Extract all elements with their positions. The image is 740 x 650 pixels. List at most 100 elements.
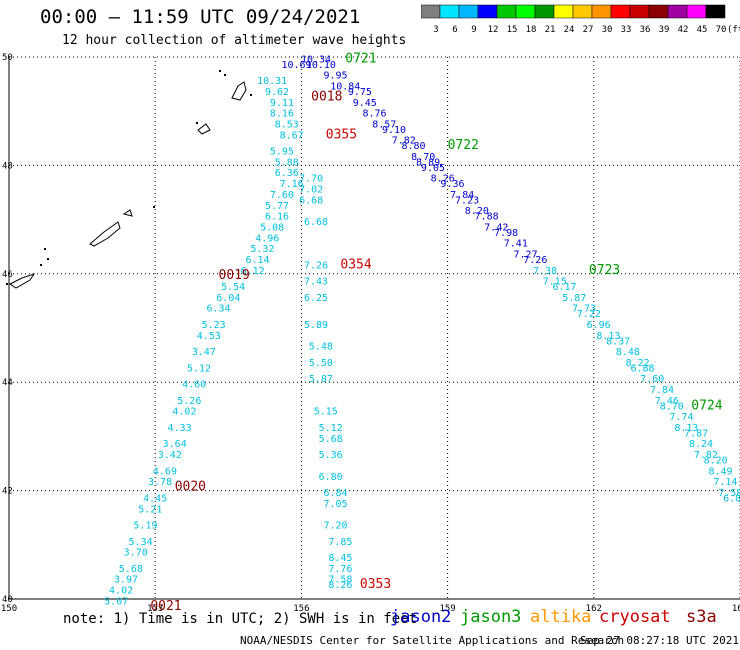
wave-height-label: 6.80 bbox=[319, 472, 343, 483]
wave-height-label: 8.20 bbox=[465, 206, 489, 217]
wave-height-label: 10.84 bbox=[330, 82, 360, 93]
scale-tick-label: 39 bbox=[659, 25, 670, 34]
wave-height-label: 3.42 bbox=[158, 450, 182, 461]
wave-height-label: 7.85 bbox=[328, 537, 352, 548]
wave-height-label: 7.22 bbox=[577, 309, 601, 320]
island-mark bbox=[40, 264, 42, 266]
wave-height-label: 4.02 bbox=[172, 407, 196, 418]
scale-tick-label: 24 bbox=[564, 25, 575, 34]
coastline-outline bbox=[122, 209, 133, 217]
wave-height-label: 7.05 bbox=[323, 499, 347, 510]
wave-height-label: 6.85 bbox=[723, 493, 740, 504]
scale-tick-label: 12 bbox=[488, 25, 499, 34]
wave-height-label: 3.78 bbox=[148, 477, 172, 488]
wave-height-label: 8.13 bbox=[596, 331, 620, 342]
wave-height-label: 7.58 bbox=[718, 488, 740, 499]
wave-height-label: 8.89 bbox=[416, 157, 440, 168]
x-tick-label: 162 bbox=[586, 604, 602, 614]
wave-height-label: 5.50 bbox=[309, 358, 333, 369]
coastline-outline bbox=[89, 221, 121, 247]
wave-height-label: 9.95 bbox=[323, 71, 347, 82]
wave-height-label: 4.60 bbox=[182, 380, 206, 391]
y-tick-label: 44 bbox=[2, 378, 13, 388]
wave-height-label: 4.45 bbox=[143, 493, 167, 504]
wave-height-label: 7.74 bbox=[669, 412, 693, 423]
scale-tick-label: 18 bbox=[526, 25, 537, 34]
wave-height-label: 7.43 bbox=[304, 277, 328, 288]
scale-tick-label: 45 bbox=[697, 25, 708, 34]
legend-jason3: jason3 bbox=[460, 607, 522, 627]
wave-height-label: 8.20 bbox=[704, 456, 728, 467]
wave-height-label: 7.60 bbox=[270, 190, 294, 201]
pass-time-label: 0018 bbox=[311, 89, 342, 104]
wave-height-label: 5.12 bbox=[187, 363, 211, 374]
wave-height-label: 6.36 bbox=[275, 168, 299, 179]
legend-cryosat: cryosat bbox=[599, 607, 671, 627]
pass-time-label: 0724 bbox=[691, 398, 722, 413]
wave-height-label: 4.02 bbox=[109, 586, 133, 597]
wave-height-label: 7.41 bbox=[504, 239, 528, 250]
wave-height-label: 7.02 bbox=[299, 185, 323, 196]
wave-height-label: 5.36 bbox=[319, 450, 343, 461]
coastline-outline bbox=[231, 81, 247, 101]
wave-height-label: 8.26 bbox=[328, 580, 352, 591]
wave-height-label: 5.08 bbox=[260, 222, 284, 233]
wave-height-label: 8.53 bbox=[275, 119, 299, 130]
wave-height-label: 6.88 bbox=[630, 363, 654, 374]
scale-tick-label: 6 bbox=[452, 25, 457, 34]
wave-height-label: 8.80 bbox=[401, 141, 425, 152]
island-mark bbox=[6, 283, 8, 285]
wave-height-label: 8.13 bbox=[674, 423, 698, 434]
wave-height-label: 8.57 bbox=[372, 119, 396, 130]
wave-height-label: 3.47 bbox=[192, 347, 216, 358]
wave-height-label: 3.64 bbox=[163, 439, 187, 450]
wave-height-label: 5.26 bbox=[177, 396, 201, 407]
wave-height-label: 8.48 bbox=[616, 347, 640, 358]
chart-title: 00:00 – 11:59 UTC 09/24/2021 bbox=[40, 6, 361, 28]
scale-tick-label: 36 bbox=[640, 25, 651, 34]
pass-time-label: 0722 bbox=[448, 138, 479, 153]
wave-height-label: 6.68 bbox=[299, 195, 323, 206]
scale-tick-label: 70 bbox=[716, 25, 727, 34]
wave-height-label: 7.16 bbox=[280, 179, 304, 190]
coastline-outline bbox=[9, 273, 36, 289]
wave-height-label: 7.82 bbox=[392, 136, 416, 147]
wave-height-label: 6.25 bbox=[304, 293, 328, 304]
footnote: note: 1) Time is in UTC; 2) SWH is in fe… bbox=[63, 611, 418, 627]
island-mark bbox=[153, 206, 155, 208]
wave-height-label: 6.16 bbox=[265, 212, 289, 223]
wave-height-label: 7.26 bbox=[304, 260, 328, 271]
wave-height-label: 7.98 bbox=[494, 228, 518, 239]
x-tick-label: 150 bbox=[1, 604, 17, 614]
wave-height-label: 10.10 bbox=[306, 60, 336, 71]
wave-height-label: 7.23 bbox=[455, 195, 479, 206]
chart-subtitle: 12 hour collection of altimeter wave hei… bbox=[62, 33, 407, 48]
wave-height-label: 5.95 bbox=[270, 147, 294, 158]
pass-time-label: 0723 bbox=[589, 263, 620, 278]
wave-height-label: 9.05 bbox=[421, 163, 445, 174]
wave-height-label: 10.34 bbox=[301, 54, 331, 65]
credit-line: NOAA/NESDIS Center for Satellite Applica… bbox=[240, 634, 625, 647]
pass-time-label: 0354 bbox=[340, 257, 371, 272]
wave-height-label: 9.10 bbox=[382, 125, 406, 136]
y-tick-label: 48 bbox=[2, 161, 13, 171]
wave-height-label: 8.70 bbox=[411, 152, 435, 163]
wave-height-label: 8.49 bbox=[708, 466, 732, 477]
pass-time-label: 0353 bbox=[360, 577, 391, 592]
y-tick-label: 50 bbox=[2, 53, 13, 63]
pass-time-label: 0721 bbox=[345, 51, 376, 66]
scale-tick-label: 21 bbox=[545, 25, 556, 34]
wave-height-label: 8.26 bbox=[431, 174, 455, 185]
wave-height-label: 6.14 bbox=[245, 255, 269, 266]
wave-height-label: 6.12 bbox=[241, 266, 265, 277]
wave-height-label: 10.31 bbox=[257, 76, 287, 87]
scale-swatch bbox=[705, 4, 726, 19]
island-mark bbox=[224, 74, 226, 76]
island-mark bbox=[219, 70, 221, 72]
wave-height-label: 5.77 bbox=[265, 201, 289, 212]
wave-height-label: 9.36 bbox=[440, 179, 464, 190]
legend-s3a: s3a bbox=[686, 607, 717, 627]
scale-unit: (ft) bbox=[727, 25, 740, 34]
scale-tick-label: 9 bbox=[471, 25, 476, 34]
